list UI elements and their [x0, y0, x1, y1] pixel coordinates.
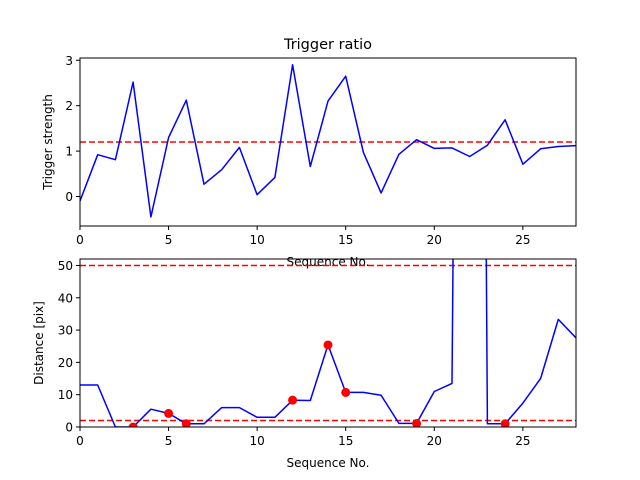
series-lines — [80, 64, 576, 218]
y-tick-label: 20 — [58, 356, 73, 370]
data-point-marker — [288, 395, 298, 405]
axes-frame — [79, 258, 577, 428]
series-lines — [80, 259, 576, 427]
data-point-marker — [500, 419, 510, 427]
x-axis-label: Sequence No. — [287, 456, 370, 470]
x-tick-label: 10 — [250, 434, 265, 448]
trigger-ratio-chart: Trigger ratio 0 5 10 15 20 25 0 1 2 3 Sequence N… — [41, 37, 577, 269]
detection-markers — [128, 340, 510, 427]
y-tick-label: 30 — [58, 324, 73, 338]
y-axis-ticks: 0 1 2 3 — [65, 54, 80, 204]
x-tick-label: 15 — [338, 434, 353, 448]
x-axis-label: Sequence No. — [287, 255, 370, 269]
data-point-marker — [164, 408, 174, 418]
chart-title: Trigger ratio — [283, 37, 372, 53]
x-tick-label: 25 — [515, 233, 530, 247]
x-tick-label: 20 — [427, 233, 442, 247]
x-tick-label: 15 — [338, 233, 353, 247]
x-tick-label: 0 — [76, 233, 84, 247]
x-tick-label: 0 — [76, 434, 84, 448]
y-tick-label: 3 — [65, 54, 73, 68]
x-tick-label: 5 — [165, 434, 173, 448]
y-tick-label: 1 — [65, 145, 73, 159]
series-line — [80, 64, 576, 218]
y-tick-label: 0 — [65, 190, 73, 204]
x-axis-ticks: 0 5 10 15 20 25 — [76, 427, 530, 448]
y-tick-label: 40 — [58, 291, 73, 305]
x-tick-label: 20 — [427, 434, 442, 448]
y-axis-ticks: 0 10 20 30 40 50 — [58, 259, 80, 435]
x-axis-ticks: 0 5 10 15 20 25 — [76, 226, 530, 247]
y-tick-label: 10 — [58, 388, 73, 402]
chart-plot-area — [80, 259, 576, 427]
chart-plot-area — [80, 64, 576, 218]
data-point-marker — [412, 418, 422, 427]
x-tick-label: 5 — [165, 233, 173, 247]
y-tick-label: 2 — [65, 99, 73, 113]
threshold-lines — [80, 264, 576, 422]
y-axis-label: Trigger strength — [41, 94, 55, 191]
series-line — [80, 259, 576, 427]
y-axis-label: Distance [pix] — [32, 301, 46, 385]
x-tick-label: 10 — [250, 233, 265, 247]
data-point-marker — [341, 387, 351, 397]
distance-chart: 0 5 10 15 20 25 0 10 20 30 40 50 Sequence No. Dist… — [32, 258, 577, 470]
data-point-marker — [181, 419, 191, 427]
y-tick-label: 0 — [65, 421, 73, 435]
x-tick-label: 25 — [515, 434, 530, 448]
data-point-marker — [323, 340, 333, 350]
data-point-marker — [128, 422, 138, 427]
axes-frame — [79, 57, 577, 227]
y-tick-label: 50 — [58, 259, 73, 273]
